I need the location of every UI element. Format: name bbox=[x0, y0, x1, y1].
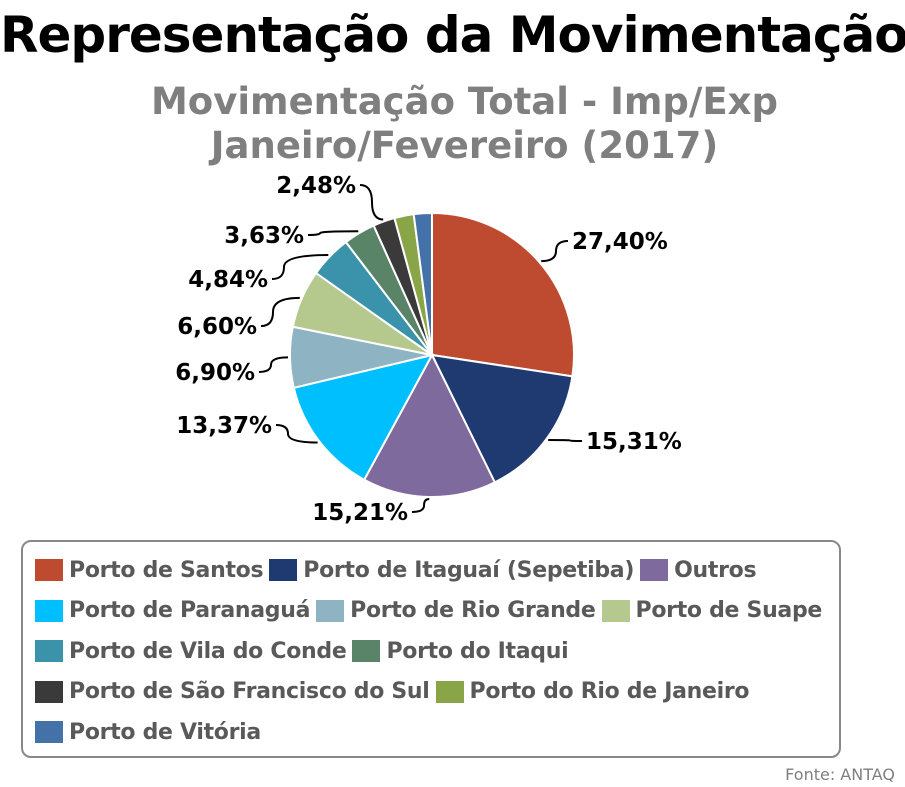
leader-line-porto-de-sao-francisco-do-sul bbox=[359, 184, 384, 221]
data-label-porto-de-suape: 6,60% bbox=[177, 314, 257, 340]
leader-line-porto-de-rio-grande bbox=[258, 356, 289, 373]
legend-item-porto-de-rio-grande: Porto de Rio Grande bbox=[316, 598, 596, 624]
legend-swatch bbox=[35, 559, 63, 582]
legend-item-porto-de-vitoria: Porto de Vitória bbox=[35, 720, 261, 745]
legend-item-porto-de-suape: Porto de Suape bbox=[601, 598, 823, 624]
chart-title-line2: Janeiro/Fevereiro (2017) bbox=[210, 124, 719, 167]
legend-label: Porto de Suape bbox=[635, 598, 823, 624]
legend-label: Porto de Santos bbox=[69, 557, 264, 583]
legend-label: Porto do Rio de Janeiro bbox=[469, 679, 750, 705]
legend-item-porto-de-santos: Porto de Santos bbox=[35, 557, 264, 583]
legend-swatch bbox=[352, 640, 381, 663]
legend-item-outros: Outros bbox=[640, 557, 757, 583]
leader-line-porto-de-santos bbox=[541, 240, 569, 263]
legend-label: Porto de Itaguaí (Sepetiba) bbox=[303, 557, 635, 583]
data-label-outros: 15,21% bbox=[312, 500, 408, 526]
main-title: Representação da Movimentação bbox=[0, 6, 905, 64]
legend-row: Porto de São Francisco do Sul Porto do Ri… bbox=[35, 672, 839, 713]
legend-item-porto-de-sao-francisco-do-sul: Porto de São Francisco do Sul bbox=[35, 679, 430, 704]
data-label-porto-de-itaguai-sepetiba: 15,31% bbox=[586, 429, 682, 455]
legend-swatch bbox=[640, 559, 669, 582]
data-label-porto-de-rio-grande: 6,90% bbox=[175, 360, 255, 386]
legend-label: Porto de Paranaguá bbox=[69, 598, 311, 624]
data-label-porto-de-santos: 27,40% bbox=[572, 229, 668, 255]
leader-line-porto-de-suape bbox=[260, 296, 300, 327]
legend-row: Porto de Santos Porto de Itaguaí (Sepetib… bbox=[35, 550, 839, 591]
legend-swatch bbox=[435, 680, 464, 703]
pie-slice-porto-de-santos bbox=[431, 211, 575, 378]
legend-swatch bbox=[269, 559, 298, 582]
data-label-porto-de-vila-do-conde: 4,84% bbox=[188, 267, 268, 293]
legend-item-porto-de-paranagua: Porto de Paranaguá bbox=[35, 598, 310, 623]
leader-line-porto-de-itaguai-sepetiba bbox=[548, 439, 583, 443]
legend-row: Porto de Vila do Conde Porto do Itaqui bbox=[35, 631, 839, 672]
pie-chart: 27,40% 15,31% 15,21% 13,37% 6,90% 6,60% 4,84% 3… bbox=[175, 173, 682, 526]
data-label-porto-de-paranagua: 13,37% bbox=[176, 413, 272, 439]
leader-line-porto-de-vila-do-conde bbox=[271, 254, 329, 281]
legend-swatch bbox=[316, 599, 345, 622]
legend-item-porto-do-itaqui: Porto do Itaqui bbox=[352, 638, 569, 664]
data-label-porto-de-sao-francisco-do-sul: 2,48% bbox=[276, 173, 356, 199]
legend-label: Porto do Itaqui bbox=[386, 638, 569, 664]
legend-swatch bbox=[601, 599, 630, 622]
legend-item-porto-de-itaguai-sepetiba: Porto de Itaguaí (Sepetiba) bbox=[269, 558, 634, 583]
legend-label: Porto de Rio Grande bbox=[350, 598, 596, 624]
legend-item-porto-do-rio-de-janeiro: Porto do Rio de Janeiro bbox=[435, 679, 750, 705]
legend-item-porto-de-vila-do-conde: Porto de Vila do Conde bbox=[35, 638, 347, 664]
pie-slice-porto-de-vitoria bbox=[412, 211, 433, 356]
legend-label: Porto de São Francisco do Sul bbox=[69, 679, 430, 705]
legend-swatch bbox=[35, 680, 63, 703]
legend-row: Porto de Paranaguá Porto de Rio Grande Por… bbox=[35, 591, 839, 632]
leader-line-porto-de-paranagua bbox=[275, 424, 318, 444]
chart-title-line1: Movimentação Total - Imp/Exp bbox=[150, 80, 779, 123]
pie-slice-outros bbox=[362, 352, 497, 498]
legend-label: Porto de Vitória bbox=[69, 719, 261, 745]
pie-slice-porto-de-itaguai-sepetiba bbox=[430, 353, 574, 484]
leader-line-porto-do-itaqui bbox=[307, 230, 359, 237]
data-label-porto-do-itaqui: 3,63% bbox=[224, 223, 304, 249]
pie-slice-porto-de-paranagua bbox=[292, 353, 434, 482]
legend-swatch bbox=[35, 640, 63, 663]
source-note: Fonte: ANTAQ bbox=[785, 765, 895, 784]
chart-legend: Porto de Santos Porto de Itaguaí (Sepetib… bbox=[21, 540, 841, 758]
legend-swatch bbox=[35, 599, 63, 622]
legend-label: Outros bbox=[674, 557, 757, 583]
legend-label: Porto de Vila do Conde bbox=[69, 638, 347, 664]
legend-row: Porto de Vitória bbox=[35, 712, 839, 753]
leader-line-outros bbox=[411, 498, 430, 513]
legend-swatch bbox=[35, 721, 63, 744]
